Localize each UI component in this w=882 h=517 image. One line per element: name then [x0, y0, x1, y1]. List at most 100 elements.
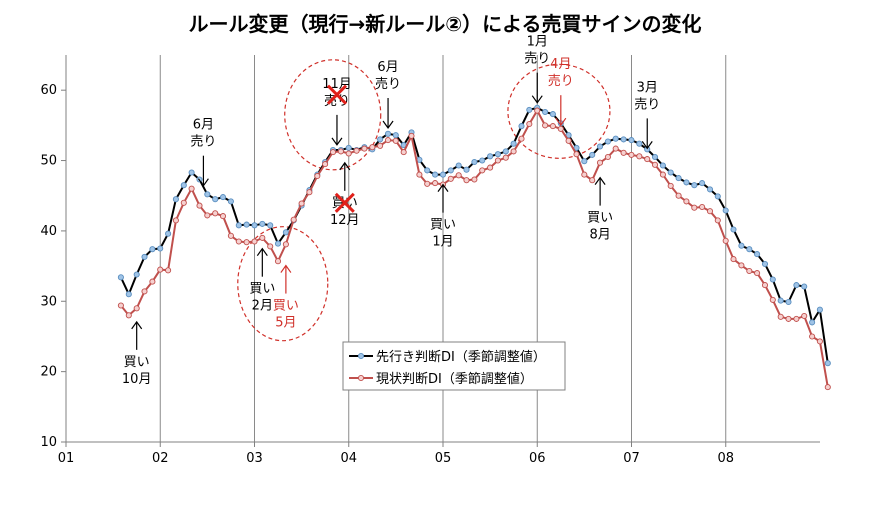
series-1-point-88: [809, 333, 816, 340]
series-0-point-73: [691, 182, 698, 189]
y-tick-label-60: 60: [40, 83, 57, 98]
annotation-arrowhead-1: [331, 137, 343, 146]
series-1-point-81: [754, 270, 761, 277]
series-1-point-65: [628, 151, 635, 158]
series-1-point-61: [596, 159, 604, 166]
series-1-point-42: [447, 175, 454, 182]
annotation-arrowhead-10: [437, 183, 449, 193]
series-0-point-15: [235, 222, 242, 229]
series-1-point-34: [384, 137, 392, 144]
series-0-point-70: [667, 169, 674, 176]
series-1-point-8: [180, 199, 187, 206]
series-0-point-81: [754, 251, 761, 258]
series-0-point-69: [659, 162, 666, 169]
series-1-point-78: [730, 256, 737, 263]
series-0-point-87: [801, 283, 808, 290]
annotation-label-9-1: 12月: [330, 213, 360, 228]
series-0-point-6: [165, 230, 172, 237]
series-1-point-86: [793, 315, 800, 322]
series-0-point-1: [125, 291, 132, 298]
series-0-point-18: [259, 220, 266, 227]
series-1-point-9: [188, 185, 195, 192]
y-tick-label-40: 40: [40, 224, 57, 239]
series-1-point-23: [298, 200, 305, 207]
series-1-point-22: [290, 216, 297, 223]
series-0-point-21: [282, 229, 289, 236]
x-tick-label-02: 02: [152, 451, 169, 466]
series-1-point-48: [494, 157, 501, 164]
series-1-point-57: [565, 137, 572, 144]
annotation-11: 買い 8月: [587, 176, 613, 243]
series-0-point-20: [274, 240, 282, 247]
series-1-point-76: [714, 217, 721, 224]
series-1-point-21: [282, 241, 289, 248]
series-0-point-14: [227, 198, 234, 205]
annotations: 6月売り11月売り6月売り1月売り4月売り3月売り買い10月買い2月買い5月買い…: [122, 35, 660, 387]
series-0-point-68: [651, 153, 659, 161]
series-1-point-17: [251, 238, 258, 245]
series-0-point-49: [502, 148, 509, 155]
x-tick-label-01: 01: [58, 451, 75, 466]
series-0-point-88: [809, 319, 816, 326]
series-1-point-40: [432, 180, 439, 187]
legend-swatch-marker-1: [357, 374, 365, 382]
series-1-point-45: [471, 176, 478, 183]
series-1-point-33: [377, 142, 384, 149]
series-0-point-4: [149, 246, 156, 253]
series-1-point-51: [518, 135, 525, 142]
series-0-point-89: [816, 306, 823, 313]
series-1-point-37: [408, 132, 415, 139]
series-0-point-13: [219, 194, 227, 201]
series-1-point-89: [816, 338, 823, 345]
series-1-point-64: [620, 149, 627, 156]
series-0-point-8: [180, 182, 187, 189]
annotation-6: 買い 10月: [122, 320, 152, 387]
series-0-point-50: [510, 140, 517, 147]
series-1-point-82: [761, 282, 769, 289]
y-tick-label-30: 30: [40, 294, 57, 309]
series-0-point-35: [392, 132, 399, 139]
series-0-point-64: [620, 136, 627, 143]
series-1-point-30: [353, 147, 360, 154]
x-tick-label-03: 03: [246, 451, 263, 466]
annotation-label-6-1: 10月: [122, 372, 152, 387]
series-1-point-6: [165, 267, 172, 274]
series-1-point-43: [455, 172, 462, 179]
series-1-point-1: [125, 312, 132, 319]
series-1-point-85: [785, 315, 792, 322]
annotation-label-11-1: 8月: [589, 228, 610, 243]
series-1-point-38: [416, 171, 423, 178]
series-1-point-28: [337, 148, 344, 155]
annotation-cross-b-9: [334, 192, 355, 213]
series-1-point-52: [526, 120, 533, 128]
series-0-point-66: [636, 140, 643, 147]
series-1-point-32: [369, 144, 376, 151]
series-line-0: [119, 106, 829, 364]
series-1: [117, 107, 831, 391]
series-1-point-59: [581, 171, 588, 178]
annotation-label-10-1: 1月: [432, 235, 453, 250]
series-1-point-73: [691, 204, 698, 211]
legend-swatch-marker-0: [357, 352, 365, 360]
series-1-point-10: [196, 202, 203, 209]
series-0-point-40: [432, 171, 439, 178]
legend-label-1: 現状判断DI（季節調整値）: [376, 371, 533, 387]
series-1-point-36: [400, 149, 407, 156]
series-1-point-7: [172, 217, 179, 224]
series-0-point-41: [439, 171, 447, 178]
series-1-point-12: [212, 210, 219, 217]
series-0-point-43: [455, 162, 462, 169]
series-1-point-0: [117, 302, 124, 309]
series-0-point-44: [463, 166, 470, 173]
series-1-point-54: [542, 122, 549, 129]
series-1-point-68: [651, 161, 659, 168]
annotation-label-5-1: 売り: [634, 96, 660, 112]
series-1-point-14: [227, 232, 234, 239]
series-1-point-13: [219, 213, 227, 220]
